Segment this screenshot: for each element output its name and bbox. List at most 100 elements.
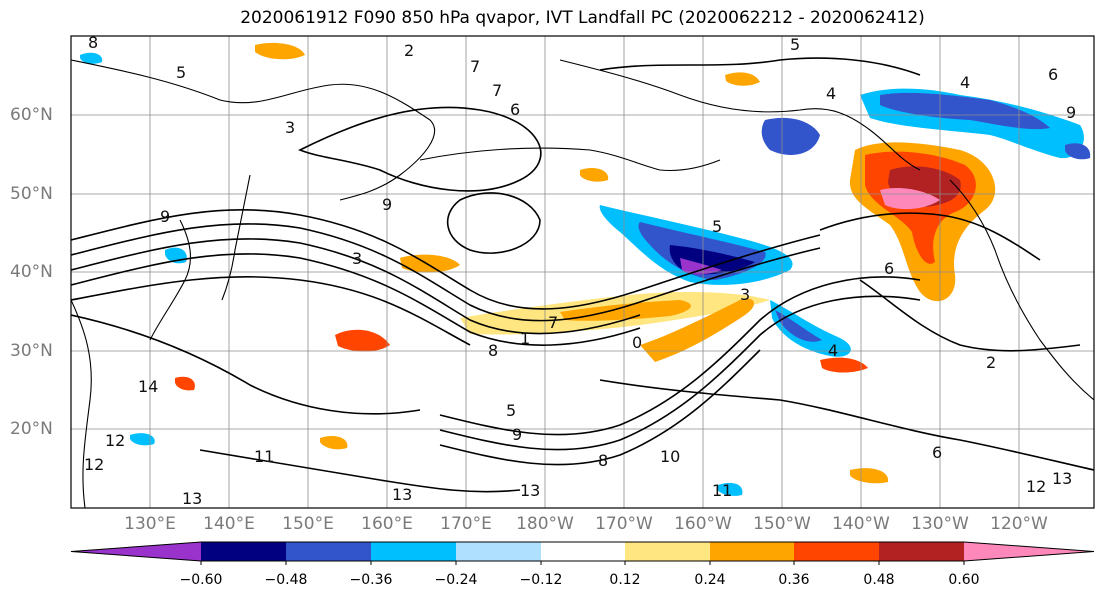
contour-label: 2 xyxy=(404,41,414,60)
patch-2 xyxy=(400,254,460,273)
colorbar-tick-label: 0.12 xyxy=(609,572,641,588)
contour-label: 6 xyxy=(932,443,942,462)
coast-na-west xyxy=(949,179,1094,401)
map-frame xyxy=(70,35,1095,509)
contour-label: 1 xyxy=(520,329,530,348)
contour-label: 5 xyxy=(506,401,516,420)
contour-14 xyxy=(859,279,1081,352)
patch-9 xyxy=(580,168,609,182)
contour-label: 8 xyxy=(598,451,608,470)
colorbar-segment xyxy=(541,542,625,561)
contour-6 xyxy=(71,314,421,415)
contour-label: 12 xyxy=(1026,477,1046,496)
colorbar-segment xyxy=(286,542,371,561)
colorbar-tick-label: 0.36 xyxy=(778,572,810,588)
contour-7 xyxy=(439,276,921,436)
anomaly-positive-pink xyxy=(880,188,940,210)
lon-label: 150°E xyxy=(282,514,334,534)
anomaly-positive-orange-3 xyxy=(640,298,755,362)
colorbar-tick-label: 0.24 xyxy=(694,572,726,588)
contour-label: 6 xyxy=(510,100,520,119)
lat-label: 50°N xyxy=(10,184,53,204)
colorbar-tick-label: 0.48 xyxy=(863,572,895,588)
contour-5 xyxy=(71,275,471,346)
contour-13 xyxy=(819,212,1041,261)
contour-4 xyxy=(71,253,641,346)
contour-label: 13 xyxy=(182,489,202,508)
lon-label: 140°E xyxy=(203,514,255,534)
contour-label: 3 xyxy=(352,249,362,268)
colorbar-segment xyxy=(794,542,879,561)
contour-label: 13 xyxy=(1052,469,1072,488)
colorbar-segment xyxy=(964,542,1094,561)
colorbar-segment xyxy=(456,542,541,561)
contour-15 xyxy=(599,379,1094,471)
colorbar-tick-label: −0.60 xyxy=(179,572,223,588)
contour-label: 13 xyxy=(392,485,412,504)
contour-2 xyxy=(71,223,821,322)
contour-label: 9 xyxy=(160,207,170,226)
contour-label: 12 xyxy=(84,455,104,474)
colorbar-tick-label: −0.48 xyxy=(264,572,308,588)
contour-9 xyxy=(439,349,761,466)
colorbar-segment xyxy=(625,542,710,561)
contour-label: 2 xyxy=(986,353,996,372)
lon-label: 180°W xyxy=(516,514,574,534)
anomaly-negative-blue-4 xyxy=(775,310,822,342)
lon-label: 150°W xyxy=(753,514,811,534)
lon-label: 170°E xyxy=(440,514,492,534)
patch-5 xyxy=(725,72,760,86)
contour-label: 7 xyxy=(548,313,558,332)
patch-4 xyxy=(820,357,868,373)
shaded-anomalies xyxy=(80,42,1091,496)
contours xyxy=(71,57,1094,493)
contour-16 xyxy=(199,449,521,493)
contour-label: 8 xyxy=(488,341,498,360)
contour-10 xyxy=(298,106,542,192)
patch-14 xyxy=(320,436,348,450)
contour-label: 12 xyxy=(105,431,125,450)
lon-label: 120°W xyxy=(990,514,1048,534)
lon-label: 160°E xyxy=(361,514,413,534)
patch-1 xyxy=(255,42,305,60)
colorbar-segment xyxy=(71,542,201,561)
contour-label: 13 xyxy=(520,481,540,500)
lon-label: 160°W xyxy=(674,514,732,534)
contour-label-group: 8 5 3 7 6 4 5 4 6 2 7 9 3 5 6 8 1 0 3 9 … xyxy=(84,33,1076,508)
contour-label: 3 xyxy=(285,118,295,137)
lon-label: 130°W xyxy=(911,514,969,534)
lat-label: 30°N xyxy=(10,341,53,361)
contour-label: 8 xyxy=(88,33,98,52)
coast-kamchatka xyxy=(221,174,251,301)
colorbar-segment xyxy=(879,542,964,561)
coast-siberia xyxy=(71,59,436,201)
contour-label: 0 xyxy=(632,333,642,352)
contour-label: 7 xyxy=(470,57,480,76)
colorbar xyxy=(70,541,1095,565)
contour-label: 14 xyxy=(138,377,158,396)
coast-china xyxy=(71,299,92,508)
graticule xyxy=(71,36,1094,508)
contour-label: 5 xyxy=(712,217,722,236)
colorbar-tick-label: −0.36 xyxy=(349,572,393,588)
patch-12 xyxy=(850,468,889,484)
colorbar-segment xyxy=(371,542,456,561)
contour-label: 5 xyxy=(790,35,800,54)
contour-label: 4 xyxy=(960,73,970,92)
contour-label: 11 xyxy=(712,481,732,500)
lon-label: 130°E xyxy=(124,514,176,534)
lon-label: 170°W xyxy=(595,514,653,534)
contour-label: 11 xyxy=(254,447,274,466)
patch-8 xyxy=(1065,143,1091,160)
patch-3 xyxy=(335,329,390,352)
anomaly-negative-purple xyxy=(680,258,722,275)
contour-3 xyxy=(71,238,641,335)
lon-label: 140°W xyxy=(832,514,890,534)
lat-label: 40°N xyxy=(10,262,53,282)
contour-label: 9 xyxy=(382,195,392,214)
patch-13 xyxy=(718,482,743,496)
coastlines xyxy=(71,59,1094,508)
contour-label: 4 xyxy=(828,341,838,360)
contour-12 xyxy=(599,57,921,76)
